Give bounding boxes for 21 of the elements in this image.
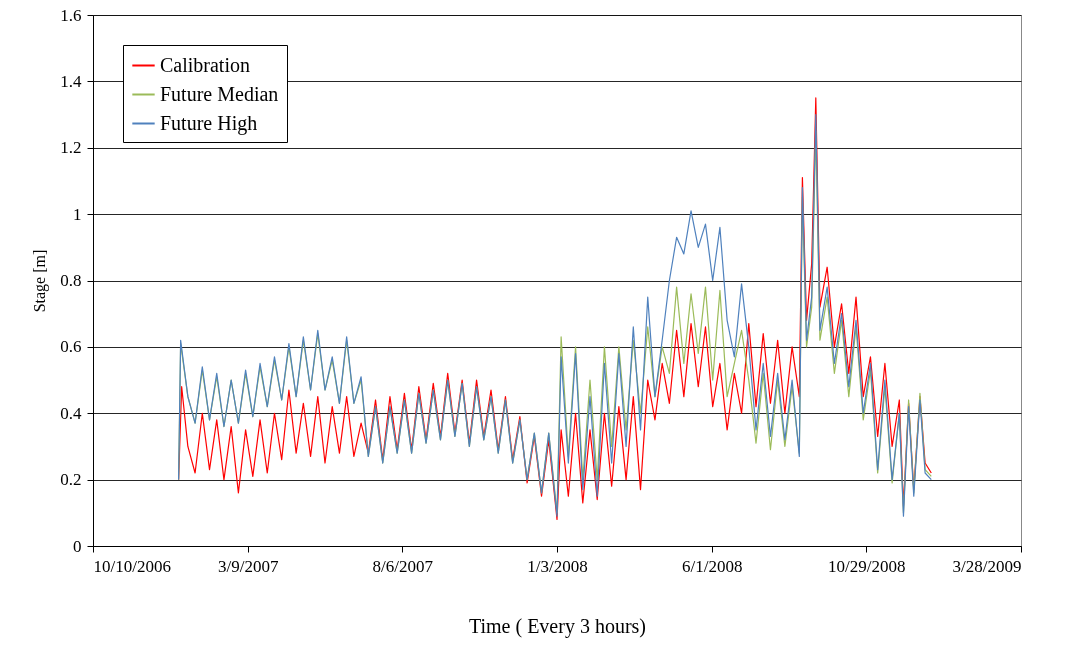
y-tick-label: 0.6 [60,337,82,357]
x-tick-label: 10/10/2006 [93,556,171,576]
y-tick-label: 1.4 [60,71,82,91]
y-tick-label: 1.2 [60,138,82,158]
y-tick-label: 0.8 [60,271,82,290]
x-tick-label: 10/29/2008 [828,556,906,576]
x-tick-label: 8/6/2007 [372,556,434,576]
legend-label: Future High [160,111,258,135]
y-tick-label: 0 [73,536,82,556]
legend-label: Calibration [160,53,250,76]
y-tick-label: 0.2 [60,470,82,490]
x-tick-label: 3/9/2007 [217,556,279,576]
x-tick-label: 1/3/2008 [527,556,588,576]
x-axis-title: Time ( Every 3 hours) [468,614,647,638]
x-tick-label: 3/28/2009 [952,556,1022,576]
y-axis-title: Stage [m] [31,249,50,313]
legend-label: Future Median [160,82,279,105]
y-tick-label: 1 [73,204,82,224]
y-tick-label: 0.4 [60,403,82,423]
x-tick-label: 6/1/2008 [681,556,743,576]
y-tick-label: 1.6 [60,5,82,25]
